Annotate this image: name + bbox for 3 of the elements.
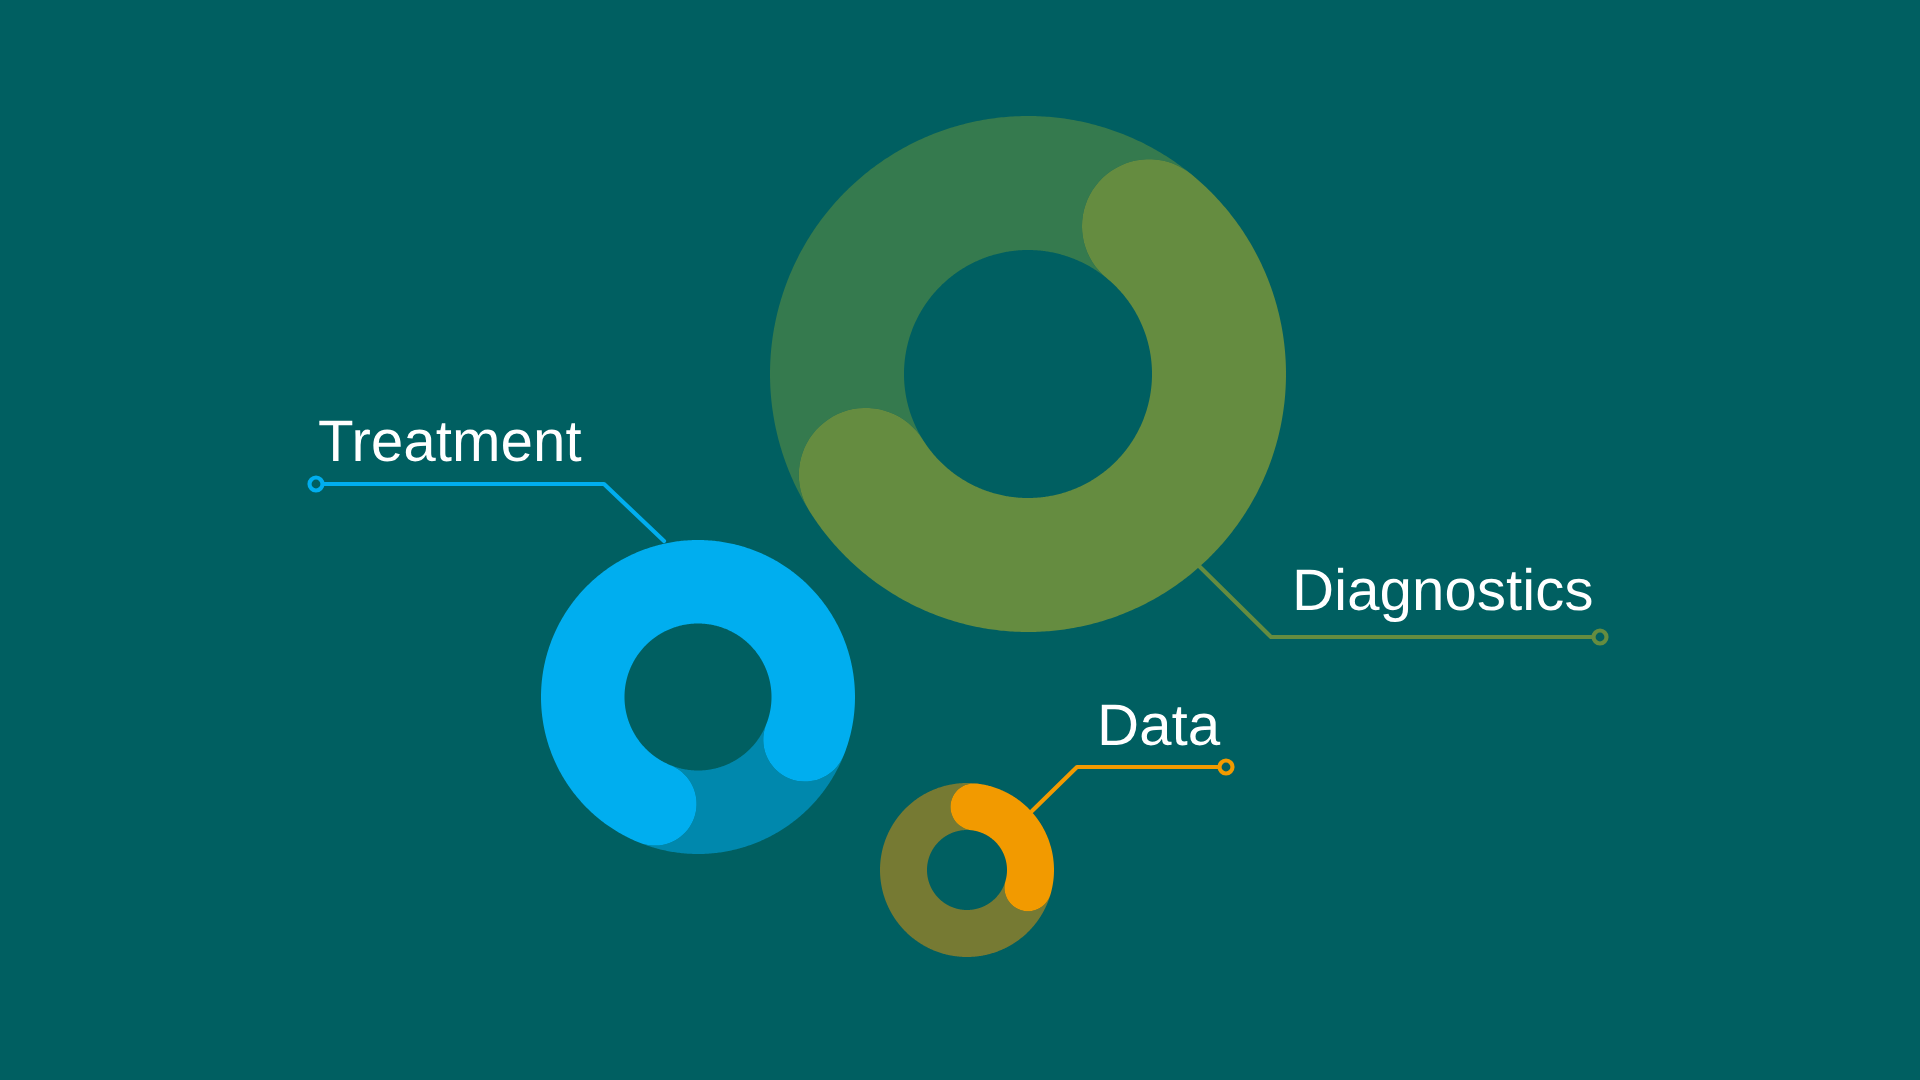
chart-title: Data: [1101, 704, 1221, 746]
chart-title: Treatment: [319, 420, 582, 462]
text: Diagnostics: [1296, 567, 1592, 623]
